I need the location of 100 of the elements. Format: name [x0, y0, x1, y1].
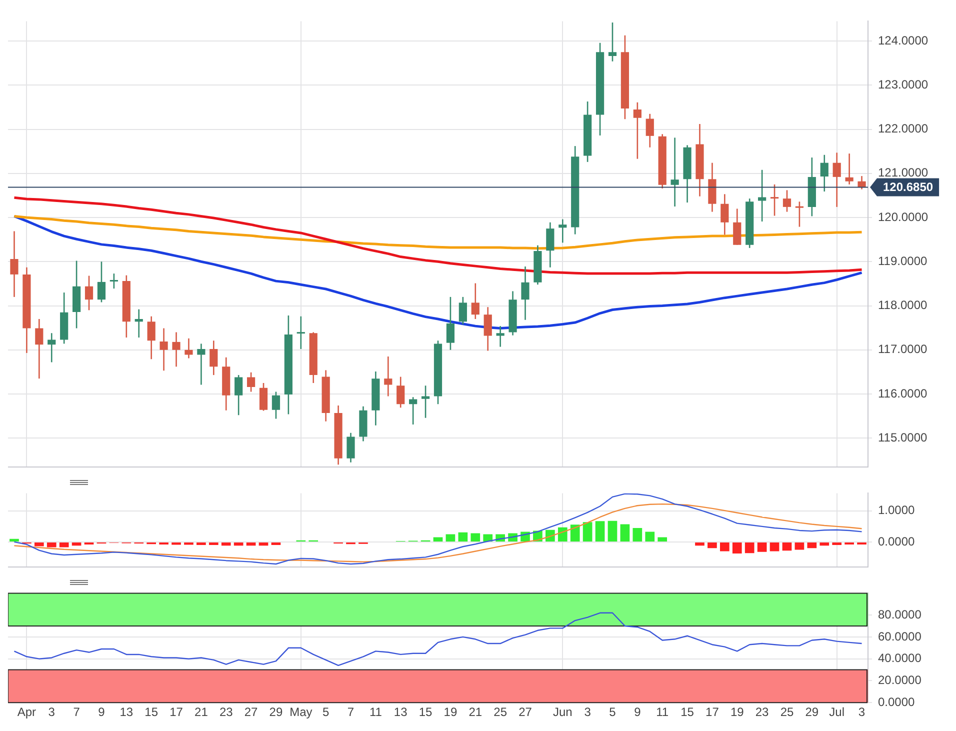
bar: [470, 533, 480, 542]
bar: [433, 537, 443, 542]
x-tick-label: 3: [858, 705, 866, 720]
candlestick: [197, 344, 206, 385]
bar: [558, 527, 568, 542]
candlestick: [296, 316, 305, 350]
bar: [832, 542, 842, 546]
x-tick-label: 29: [269, 705, 283, 720]
bar: [208, 542, 218, 546]
y-tick-label: 122.0000: [878, 122, 928, 136]
bar: [695, 542, 704, 546]
x-tick-label: 25: [780, 705, 794, 720]
bar: [271, 542, 281, 546]
x-tick-label: 9: [98, 705, 106, 720]
y-tick-label: 40.0000: [878, 651, 922, 666]
x-tick-label: 27: [518, 705, 532, 720]
x-tick-label: 19: [730, 705, 744, 720]
bar: [608, 520, 618, 542]
x-tick-label: 7: [73, 705, 80, 720]
bar: [46, 542, 56, 548]
x-tick-label: 15: [418, 705, 433, 720]
x-tick-label: Apr: [17, 705, 36, 720]
x-tick-label: 23: [219, 705, 234, 720]
x-tick-label: 5: [609, 705, 616, 720]
bar: [620, 524, 630, 542]
candlestick: [845, 154, 854, 184]
x-tick-label: 17: [706, 705, 720, 720]
x-tick-label: 15: [680, 705, 694, 720]
bar: [820, 542, 830, 546]
bar: [632, 528, 642, 542]
bar: [446, 534, 456, 542]
y-tick-label: 20.0000: [878, 673, 922, 688]
bar: [807, 542, 817, 548]
x-tick-label: 23: [755, 705, 770, 720]
x-tick-label: Jun: [552, 705, 572, 720]
y-tick-label: 121.0000: [878, 166, 928, 180]
y-tick-label: 80.0000: [878, 607, 922, 622]
bar: [595, 521, 605, 542]
bar: [234, 542, 244, 546]
y-tick-label: 0.0000: [878, 534, 916, 548]
x-tick-label: 21: [194, 705, 208, 720]
bar: [59, 542, 69, 548]
bar: [732, 542, 742, 554]
bar: [770, 542, 780, 552]
candlestick: [48, 333, 56, 362]
x-tick-label: Jul: [829, 705, 845, 720]
x-tick-label: 19: [444, 705, 458, 720]
bar: [582, 522, 592, 542]
x-tick-label: 3: [48, 705, 56, 720]
candlestick: [134, 309, 143, 338]
bar: [221, 542, 231, 546]
candlestick: [160, 328, 168, 371]
x-tick-label: 27: [244, 705, 258, 720]
bar: [10, 538, 19, 542]
bar: [458, 532, 468, 542]
bar: [757, 542, 767, 552]
bar: [184, 542, 194, 545]
bar: [34, 542, 44, 546]
y-tick-label: 119.0000: [878, 254, 928, 268]
x-tick-label: 17: [170, 705, 184, 720]
x-tick-label: 13: [394, 705, 408, 720]
y-tick-label: 118.0000: [878, 298, 928, 312]
y-tick-label: 60.0000: [878, 629, 922, 644]
candlestick: [496, 326, 504, 347]
bar: [720, 542, 730, 552]
bar: [196, 542, 206, 546]
y-tick-label: 120.0000: [878, 210, 928, 224]
x-tick-label: May: [290, 705, 312, 720]
candlestick: [184, 338, 193, 358]
y-tick-label: 116.0000: [878, 386, 928, 400]
bar: [645, 532, 655, 542]
candlestick: [384, 356, 392, 396]
x-tick-label: 3: [584, 705, 592, 720]
x-tick-label: 11: [656, 705, 669, 720]
bar: [483, 534, 493, 542]
y-tick-label: 1.0000: [878, 503, 916, 518]
y-tick-label: 123.0000: [878, 77, 928, 92]
bar: [782, 542, 792, 551]
x-tick-label: 5: [322, 705, 330, 720]
x-tick-label: 9: [634, 705, 642, 720]
y-tick-label: 124.0000: [878, 33, 928, 48]
ref-line-label: 120.6850: [883, 180, 934, 194]
x-tick-label: 29: [805, 705, 819, 720]
y-tick-label: 117.0000: [878, 342, 928, 356]
candlestick: [558, 219, 567, 243]
x-tick-label: 13: [120, 705, 134, 720]
bar: [570, 524, 580, 542]
x-tick-label: 21: [468, 705, 482, 720]
x-tick-label: 7: [347, 705, 354, 720]
candlestick: [670, 138, 679, 206]
bar: [744, 542, 754, 554]
bar: [708, 542, 717, 548]
bar: [794, 542, 804, 550]
x-tick-label: 25: [494, 705, 508, 720]
bar: [658, 537, 668, 542]
bar: [172, 542, 181, 545]
x-tick-label: 15: [144, 705, 158, 720]
y-tick-label: 115.0000: [878, 430, 928, 444]
x-tick-label: 11: [369, 705, 382, 720]
y-tick-label: 0.0000: [878, 694, 916, 709]
